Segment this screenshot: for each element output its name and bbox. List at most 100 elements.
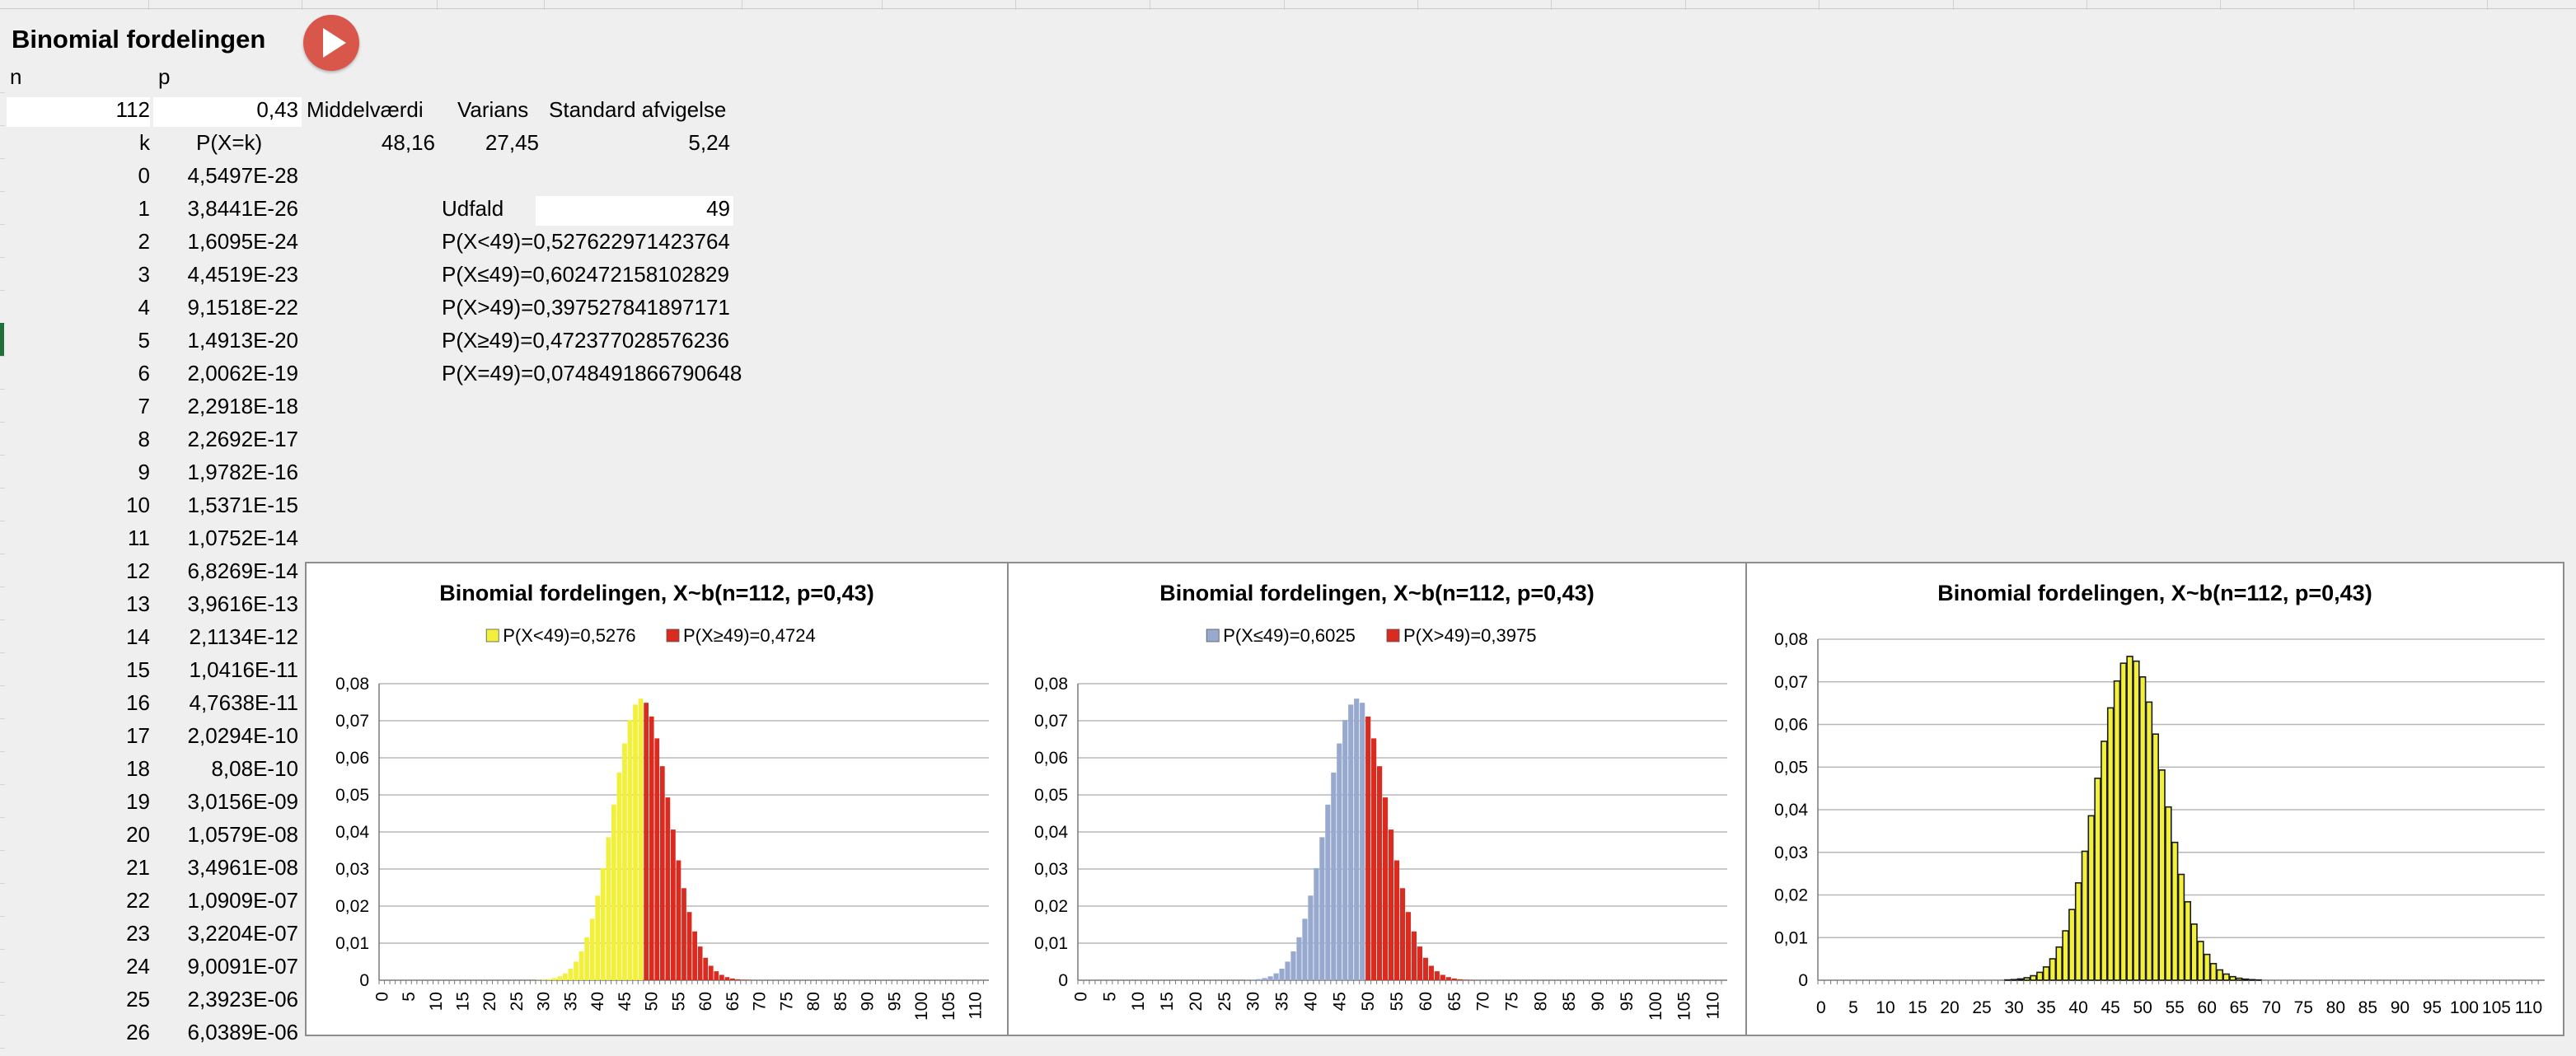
x-tick-label: 65 xyxy=(1445,992,1464,1011)
row-separator xyxy=(0,685,5,686)
x-tick-label: 40 xyxy=(1301,992,1320,1011)
prob-greater-equal: P(X≥49)=0,472377028576236 xyxy=(442,328,729,353)
table-cell-k: 25 xyxy=(126,987,150,1012)
x-tick-label: 30 xyxy=(2004,998,2023,1017)
x-tick-label: 50 xyxy=(643,992,662,1011)
table-cell-k: 24 xyxy=(126,954,150,979)
table-cell-prob: 9,1518E-22 xyxy=(187,295,298,320)
row-separator xyxy=(0,389,5,390)
n-input[interactable]: 112 xyxy=(115,97,150,122)
y-tick-label: 0 xyxy=(359,971,369,990)
x-tick-label: 20 xyxy=(480,992,499,1011)
p-input[interactable]: 0,43 xyxy=(256,97,298,122)
x-tick-label: 90 xyxy=(2391,998,2410,1017)
bar xyxy=(1360,703,1365,980)
x-tick-label: 0 xyxy=(1071,992,1090,1002)
bar xyxy=(2126,656,2133,981)
row-separator xyxy=(0,290,5,291)
x-tick-label: 5 xyxy=(400,992,419,1002)
legend-label: P(X≥49)=0,4724 xyxy=(683,625,816,646)
bar xyxy=(2101,741,2108,981)
y-tick-label: 0 xyxy=(1798,971,1808,990)
table-cell-k: 23 xyxy=(126,921,150,946)
table-cell-k: 22 xyxy=(126,888,150,913)
chart-title: Binomial fordelingen, X~b(n=112, p=0,43) xyxy=(1159,581,1594,605)
bar xyxy=(2165,806,2172,981)
bar xyxy=(1290,951,1296,980)
legend-label: P(X<49)=0,5276 xyxy=(503,625,635,646)
table-cell-prob: 2,2918E-18 xyxy=(187,394,298,418)
bar xyxy=(2184,900,2192,981)
table-cell-k: 21 xyxy=(126,855,150,880)
bar xyxy=(1434,971,1440,980)
variance-value: 27,45 xyxy=(485,130,539,155)
x-tick-label: 10 xyxy=(1129,992,1148,1011)
bar xyxy=(1256,979,1262,980)
x-tick-label: 55 xyxy=(1388,992,1407,1011)
y-tick-label: 0,04 xyxy=(1774,801,1808,820)
y-tick-label: 0,06 xyxy=(1034,749,1068,768)
prob-less: P(X<49)=0,527622971423764 xyxy=(442,229,730,254)
row-separator xyxy=(0,751,5,752)
bar xyxy=(665,797,671,980)
x-tick-label: 30 xyxy=(535,992,554,1011)
x-tick-label: 105 xyxy=(1675,992,1694,1021)
x-tick-label: 40 xyxy=(588,992,607,1011)
bar xyxy=(1365,716,1371,980)
header-std: Standard afvigelse xyxy=(549,97,727,122)
table-cell-k: 9 xyxy=(138,460,150,484)
outcome-input-bg xyxy=(536,196,733,226)
bar xyxy=(1377,766,1383,980)
x-tick-label: 100 xyxy=(1646,992,1665,1021)
chart-full-distribution[interactable]: Binomial fordelingen, X~b(n=112, p=0,43)… xyxy=(1745,562,2564,1036)
bar xyxy=(2068,909,2076,981)
x-tick-label: 5 xyxy=(1848,998,1858,1017)
chart-split-less[interactable]: Binomial fordelingen, X~b(n=112, p=0,43)… xyxy=(305,562,1009,1036)
row-separator xyxy=(0,1048,5,1049)
row-separator xyxy=(0,652,5,653)
column-separator xyxy=(1685,0,1686,10)
bar xyxy=(730,978,735,980)
row-separator xyxy=(0,356,5,357)
bar xyxy=(557,976,563,980)
bar xyxy=(2087,815,2095,981)
legend-label: P(X>49)=0,3975 xyxy=(1403,625,1536,646)
outcome-input[interactable]: 49 xyxy=(706,196,730,221)
legend-swatch xyxy=(666,628,680,642)
x-tick-label: 70 xyxy=(2262,998,2281,1017)
x-tick-label: 35 xyxy=(561,992,580,1011)
x-tick-label: 110 xyxy=(2515,998,2542,1017)
bar xyxy=(2036,971,2044,981)
x-tick-label: 45 xyxy=(1330,992,1349,1011)
bar xyxy=(2042,966,2050,981)
bar xyxy=(2010,979,2018,981)
bar xyxy=(692,931,697,980)
chart-svg: Binomial fordelingen, X~b(n=112, p=0,43)… xyxy=(1774,581,2545,1017)
x-tick-label: 60 xyxy=(1417,992,1436,1011)
x-tick-label: 25 xyxy=(1215,992,1234,1011)
row-separator xyxy=(0,125,5,126)
bar xyxy=(1411,931,1417,980)
run-button[interactable] xyxy=(303,15,359,71)
bar xyxy=(2216,969,2224,981)
bar xyxy=(1308,895,1314,980)
outcome-label: Udfald xyxy=(442,196,504,221)
table-cell-prob: 4,7638E-11 xyxy=(189,690,298,715)
bar xyxy=(633,704,638,980)
y-tick-label: 0,02 xyxy=(335,897,369,916)
x-tick-label: 50 xyxy=(2133,998,2152,1017)
bar xyxy=(1331,772,1337,980)
table-cell-k: 2 xyxy=(138,229,150,254)
row-separator xyxy=(0,422,5,423)
chart-split-lessequal[interactable]: Binomial fordelingen, X~b(n=112, p=0,43)… xyxy=(1007,562,1747,1036)
table-cell-k: 17 xyxy=(126,723,150,748)
chart-title: Binomial fordelingen, X~b(n=112, p=0,43) xyxy=(439,581,873,605)
bar xyxy=(2145,701,2153,981)
bar xyxy=(649,716,654,980)
mean-value: 48,16 xyxy=(381,130,435,155)
row-separator xyxy=(0,257,5,258)
table-cell-k: 19 xyxy=(126,789,150,814)
bar xyxy=(563,973,568,980)
x-tick-label: 25 xyxy=(508,992,527,1011)
table-cell-prob: 2,1134E-12 xyxy=(189,624,298,649)
